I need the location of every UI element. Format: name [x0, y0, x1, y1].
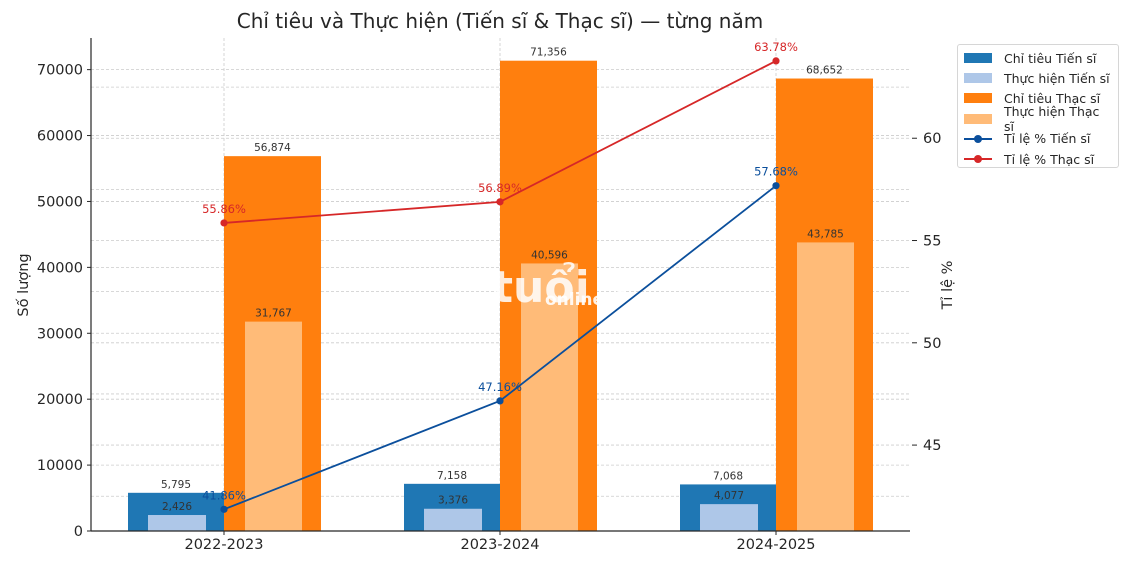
legend: Chỉ tiêu Tiến sĩ Thực hiện Tiến sĩ Chỉ tiê…	[957, 44, 1119, 168]
y-tick-label-left: 70000	[37, 63, 83, 79]
chart-title: Chỉ tiêu và Thực hiện (Tiến sĩ & Thạc sĩ…	[236, 9, 764, 33]
legend-label: Tỉ lệ % Tiến sĩ	[1004, 131, 1091, 147]
watermark-sub: online	[545, 290, 604, 310]
y-tick-label-left: 10000	[37, 458, 83, 474]
y-axis-title-right: Tỉ lệ %	[940, 261, 956, 311]
x-tick-label: 2023-2024	[460, 537, 539, 553]
bar-value-label: 43,785	[807, 228, 844, 240]
legend-swatch-icon	[964, 53, 992, 64]
line-value-label: 47.16%	[478, 380, 522, 394]
y-tick-label-right: 50	[923, 336, 941, 352]
line-marker	[772, 57, 780, 65]
legend-line-marker-icon	[964, 134, 992, 144]
y-tick-label-right: 55	[923, 234, 941, 250]
legend-label: Chỉ tiêu Tiến sĩ	[1004, 50, 1097, 66]
bar-value-label: 7,068	[713, 470, 743, 482]
line-marker	[496, 198, 504, 206]
bar-value-label: 7,158	[437, 470, 467, 482]
x-tick-label: 2024-2025	[736, 537, 815, 553]
y-tick-label-left: 20000	[37, 392, 83, 408]
line-marker	[220, 505, 228, 513]
x-tick-label: 2022-2023	[184, 537, 263, 553]
legend-swatch-icon	[964, 113, 992, 124]
legend-item: Thực hiện Tiến sĩ	[964, 68, 1112, 88]
line-value-label: 41.86%	[202, 488, 246, 502]
y-tick-label-left: 0	[74, 524, 83, 540]
line-marker	[772, 182, 780, 190]
bar-value-label: 71,356	[530, 47, 567, 59]
legend-label: Thực hiện Tiến sĩ	[1004, 70, 1110, 86]
bar-thuc-hien-tien-si	[700, 504, 758, 531]
bar-thuc-hien-thac-si	[245, 321, 302, 531]
y-tick-label-left: 40000	[37, 260, 83, 276]
bar-thuc-hien-tien-si	[148, 515, 206, 531]
bar-thuc-hien-thac-si	[521, 263, 578, 531]
y-tick-label-left: 60000	[37, 129, 83, 145]
bar-value-label: 2,426	[162, 501, 192, 513]
legend-label: Thực hiện Thạc sĩ	[1004, 103, 1100, 134]
y-tick-label-left: 50000	[37, 194, 83, 210]
watermark-logo: tuổi 1	[492, 261, 636, 313]
legend-label: Tỉ lệ % Thạc sĩ	[1004, 151, 1095, 167]
legend-item: Tỉ lệ % Tiến sĩ	[964, 129, 1112, 149]
bar-thuc-hien-thac-si	[797, 242, 854, 531]
y-tick-label-right: 45	[923, 438, 941, 454]
legend-swatch-icon	[964, 93, 992, 104]
legend-item: Thực hiện Thạc sĩ	[964, 104, 1112, 134]
bar-value-label: 56,874	[254, 142, 291, 154]
bar-value-label: 68,652	[806, 65, 843, 77]
line-value-label: 57.68%	[754, 165, 798, 179]
bar-value-label: 31,767	[255, 308, 292, 320]
bar-thuc-hien-tien-si	[424, 508, 482, 531]
y-axis-title-left: Số lượng	[15, 253, 32, 316]
bar-value-label: 40,596	[531, 249, 568, 261]
legend-item: Tỉ lệ % Thạc sĩ	[964, 149, 1112, 169]
line-marker	[220, 219, 228, 227]
y-tick-label-right: 60	[923, 131, 941, 147]
legend-swatch-icon	[964, 73, 992, 84]
line-value-label: 56.89%	[478, 181, 522, 195]
y-tick-label-left: 30000	[37, 326, 83, 342]
line-marker	[496, 397, 504, 405]
legend-line-marker-icon	[964, 154, 992, 164]
line-value-label: 63.78%	[754, 40, 798, 54]
legend-label: Chỉ tiêu Thạc sĩ	[1004, 90, 1101, 106]
legend-item: Chỉ tiêu Thạc sĩ	[964, 88, 1112, 108]
bar-value-label: 3,376	[438, 495, 468, 507]
bar-value-label: 5,795	[161, 479, 191, 491]
bar-value-label: 4,077	[714, 490, 744, 502]
line-value-label: 55.86%	[202, 202, 246, 216]
legend-item: Chỉ tiêu Tiến sĩ	[964, 48, 1112, 68]
